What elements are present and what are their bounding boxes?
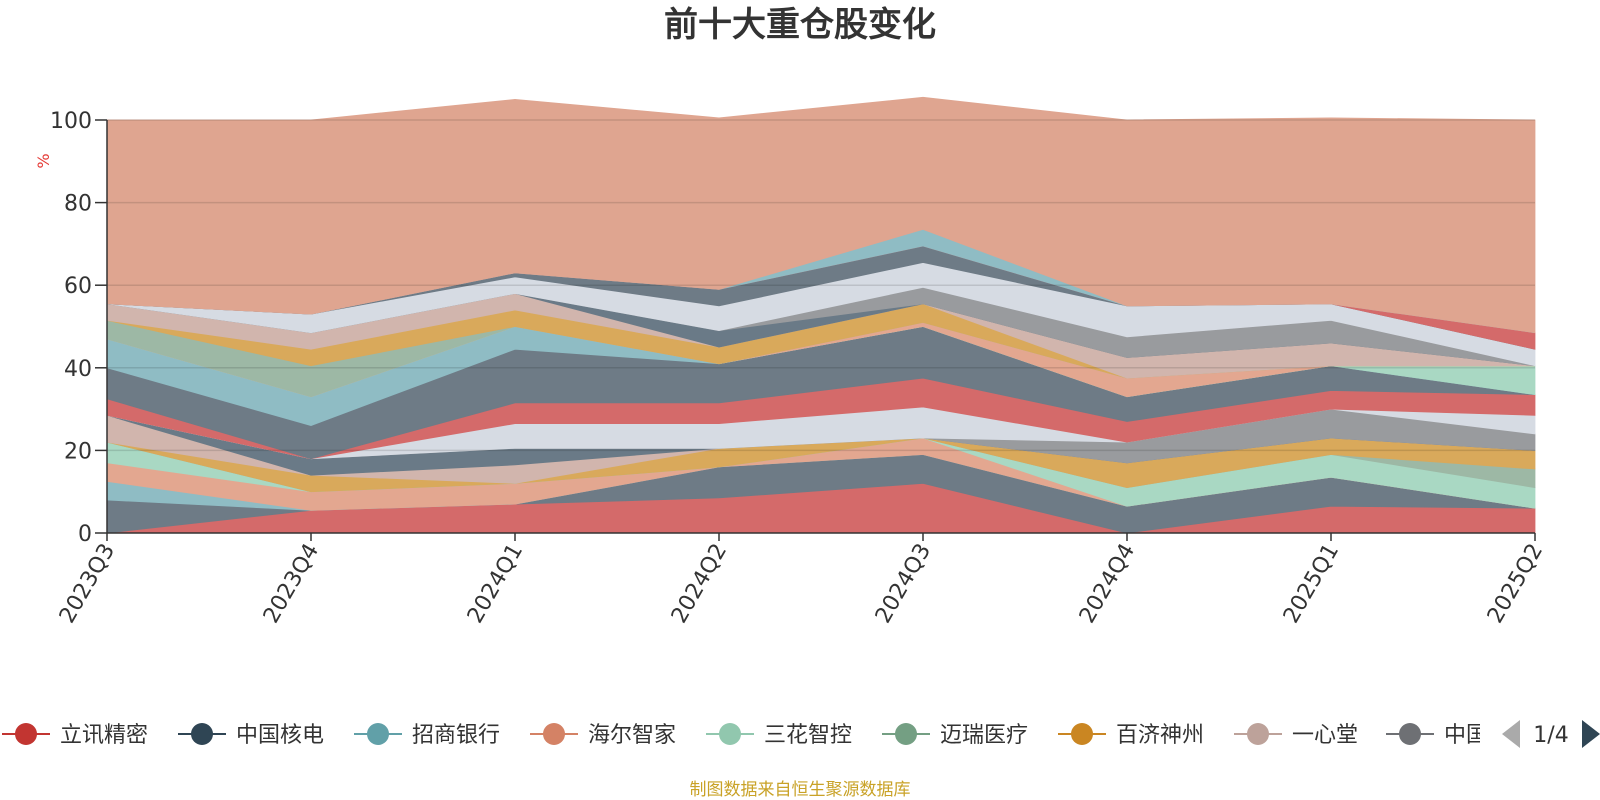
- legend-item-8[interactable]: 一心堂: [1234, 723, 1358, 748]
- legend-label: 招商银行: [412, 723, 500, 748]
- legend-label: 立讯精密: [60, 723, 148, 748]
- legend-label: 迈瑞医疗: [940, 723, 1028, 748]
- y-axis-unit-label: %: [34, 153, 53, 168]
- legend-circle-icon: [1399, 723, 1421, 745]
- y-tick-label-0: 0: [78, 522, 92, 547]
- legend-item-3[interactable]: 招商银行: [354, 723, 500, 748]
- x-tick-label-2024Q2: 2024Q2: [667, 540, 732, 628]
- legend-circle-icon: [895, 723, 917, 745]
- legend-item-2[interactable]: 中国核电: [178, 723, 324, 748]
- x-tick-label-2025Q1: 2025Q1: [1279, 540, 1344, 628]
- legend-item-6[interactable]: 迈瑞医疗: [882, 723, 1028, 748]
- legend-label: 三花智控: [764, 723, 852, 748]
- x-tick-label-2024Q1: 2024Q1: [463, 540, 528, 628]
- grid-lines: [107, 119, 1535, 452]
- y-tick-label-100: 100: [50, 109, 92, 134]
- chart-title: 前十大重仓股变化: [664, 5, 936, 45]
- legend-label: 一心堂: [1292, 723, 1358, 748]
- triangle-right-icon[interactable]: [1582, 720, 1600, 748]
- x-tick-label-2024Q3: 2024Q3: [871, 540, 936, 628]
- legend-circle-icon: [367, 723, 389, 745]
- y-tick-label-20: 20: [64, 439, 92, 464]
- y-tick-label-60: 60: [64, 274, 92, 299]
- legend-item-7[interactable]: 百济神州: [1058, 723, 1204, 748]
- legend-circle-icon: [15, 723, 37, 745]
- legend-item-5[interactable]: 三花智控: [706, 723, 852, 748]
- x-tick-label-2025Q2: 2025Q2: [1483, 540, 1548, 628]
- legend-circle-icon: [1247, 723, 1269, 745]
- legend-item-4[interactable]: 海尔智家: [530, 723, 676, 748]
- legend-label: 中国平安: [1444, 723, 1532, 748]
- y-tick-label-80: 80: [64, 192, 92, 217]
- area-series-group: [106, 96, 1536, 534]
- legend-circle-icon: [719, 723, 741, 745]
- legend-label: 中国核电: [236, 723, 324, 748]
- legend-item-1[interactable]: 立讯精密: [2, 723, 148, 748]
- triangle-left-icon[interactable]: [1502, 720, 1520, 748]
- x-tick-label-2024Q4: 2024Q4: [1075, 540, 1140, 628]
- data-source-note: 制图数据来自恒生聚源数据库: [690, 780, 911, 800]
- legend-item-9[interactable]: 中国平安: [1386, 723, 1532, 748]
- legend-circle-icon: [191, 723, 213, 745]
- legend-circle-icon: [543, 723, 565, 745]
- area-series-26: [106, 96, 1536, 334]
- legend-label: 海尔智家: [588, 723, 676, 748]
- legend-page-indicator: 1/4: [1533, 723, 1568, 748]
- x-tick-label-2023Q4: 2023Q4: [259, 540, 324, 628]
- x-tick-label-2023Q3: 2023Q3: [55, 540, 120, 628]
- legend: 立讯精密 中国核电 招商银行 海尔智家 三花智控 迈瑞医疗 百济神州 一心堂 中国平安 1/4: [2, 720, 1600, 748]
- legend-label: 百济神州: [1116, 723, 1204, 748]
- y-tick-label-40: 40: [64, 357, 92, 382]
- legend-circle-icon: [1071, 723, 1093, 745]
